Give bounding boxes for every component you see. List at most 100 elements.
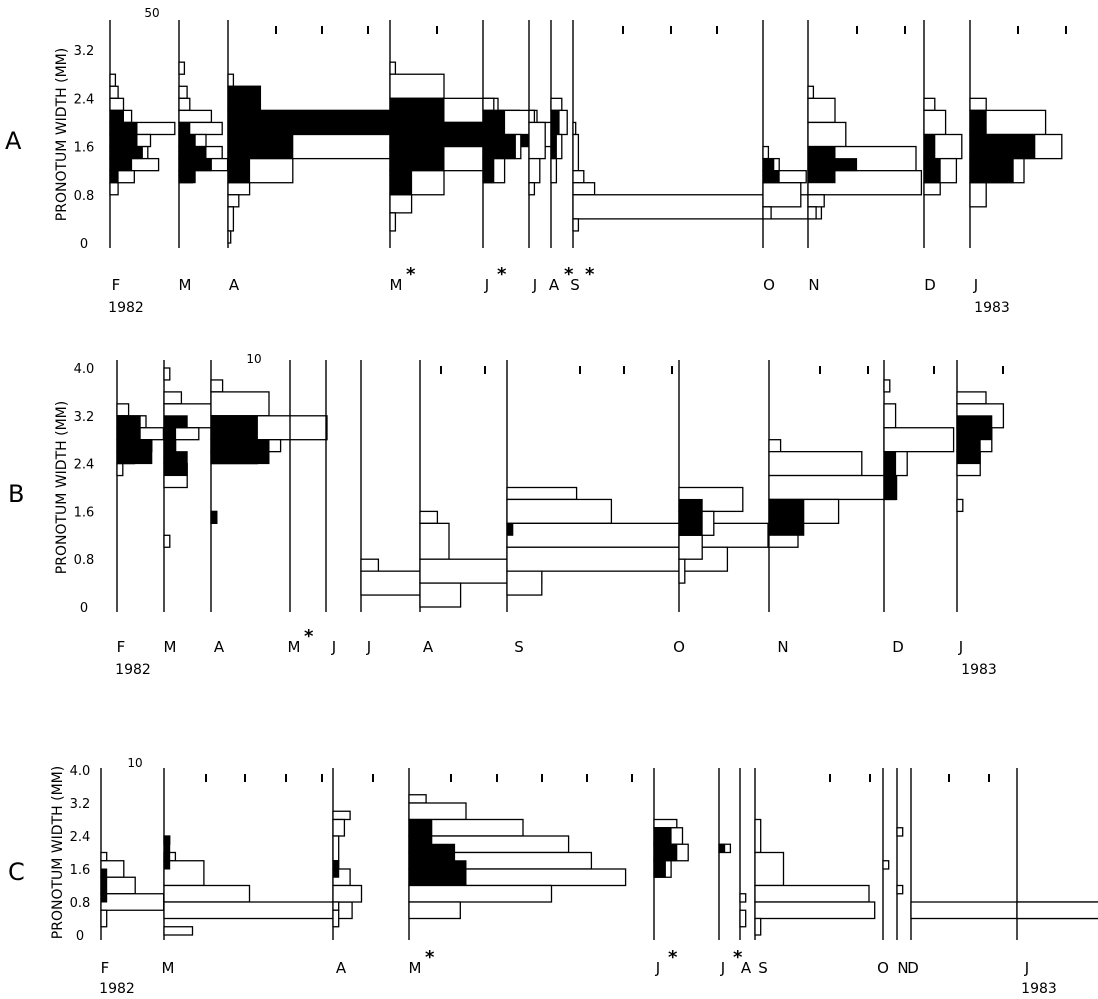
y-tick-label: 1.6 [74, 505, 95, 520]
bar-total [389, 61, 397, 75]
bar-subset [883, 451, 897, 477]
bar-subset [178, 170, 196, 184]
month-label: N [808, 276, 819, 294]
bar-total [227, 73, 235, 87]
bar-subset [163, 415, 188, 429]
y-tick-label: 4.0 [70, 764, 91, 779]
bar-total [482, 97, 495, 112]
y-axis-label: PRONOTUM WIDTH (MM) [54, 401, 70, 574]
month-label: F [112, 276, 121, 294]
bar-subset [210, 510, 218, 524]
bar-total [163, 367, 171, 381]
bar-total [969, 182, 987, 208]
bar-subset [109, 158, 133, 172]
bar-total [227, 194, 240, 208]
bar-total [408, 901, 461, 920]
bar-subset [389, 146, 445, 172]
bar-subset [969, 109, 987, 135]
bar-subset [482, 134, 516, 160]
y-tick-label: 2.4 [70, 830, 91, 845]
bar-total [227, 182, 251, 196]
bar-total [109, 73, 117, 87]
panel-label-b: B [8, 480, 24, 508]
bar-subset [408, 860, 467, 886]
bar-total [419, 510, 439, 524]
month-label: M [409, 959, 422, 977]
bar-total [506, 486, 578, 501]
month-column: F [116, 360, 165, 656]
year-end-label: 1983 [974, 300, 1010, 316]
month-asterisk: * [406, 264, 416, 285]
month-label: J [366, 638, 371, 656]
bar-total [923, 182, 941, 196]
bar-subset [762, 158, 775, 172]
panel-c: PRONOTUM WIDTH (MM) 0 0.8 1.6 2.4 3.2 4.0 10 F M A… [50, 756, 1098, 997]
y-tick-label: 2.4 [74, 92, 95, 107]
month-column: J [969, 20, 1063, 294]
month-column: F [100, 768, 165, 977]
bar-subset [653, 860, 666, 878]
month-asterisk: * [304, 626, 314, 647]
bar-subset [883, 475, 897, 500]
bar-total [227, 230, 232, 244]
bar-subset [163, 852, 171, 870]
year-end-label: 1983 [1021, 981, 1057, 997]
bar-total [572, 218, 580, 232]
bar-subset [550, 109, 560, 135]
bar-subset [653, 827, 672, 845]
bar-total [506, 546, 729, 572]
month-label: M [162, 959, 175, 977]
bar-total [100, 851, 108, 862]
bar-total [883, 403, 897, 429]
bar-total [762, 182, 802, 208]
bar-total [332, 901, 340, 911]
bar-total [506, 498, 613, 525]
bar-total [754, 884, 870, 903]
month-column: J * [653, 768, 689, 977]
bar-total [389, 212, 397, 232]
bar-total [762, 145, 770, 160]
bar-total [419, 582, 462, 608]
panel-label-a: A [5, 127, 22, 155]
month-column: M * [288, 360, 314, 656]
bar-total [178, 61, 186, 75]
bar-total [528, 182, 536, 196]
month-label: J [532, 276, 537, 294]
month-label: A [336, 959, 347, 977]
bar-total [956, 498, 964, 513]
month-column: N [807, 20, 923, 294]
month-label: D [924, 276, 936, 294]
bar-total [572, 170, 585, 184]
bar-total [116, 462, 124, 477]
bar-total [807, 194, 825, 208]
month-column: M [178, 20, 229, 294]
bar-total [923, 97, 936, 112]
month-label: M [390, 276, 403, 294]
scale-label: 50 [144, 6, 159, 20]
bar-total [762, 206, 772, 220]
bar-total [210, 391, 270, 417]
bar-subset [807, 170, 836, 184]
bar-total [572, 182, 596, 196]
bar-subset [408, 819, 433, 845]
bar-total [923, 109, 947, 136]
bar-total [109, 182, 119, 196]
bar-total [528, 121, 546, 160]
bar-subset [109, 134, 138, 148]
bar-subset [389, 97, 445, 123]
bar-total [969, 97, 987, 112]
month-label: J [720, 959, 725, 977]
month-column: N [896, 768, 909, 977]
bar-total [754, 851, 785, 887]
month-column: D [883, 360, 955, 656]
scale-label: 10 [246, 352, 261, 366]
bar-total [210, 379, 224, 393]
month-label: M [164, 638, 177, 656]
month-label: M [179, 276, 192, 294]
bar-subset [332, 860, 340, 878]
month-label: M [288, 638, 301, 656]
month-column: J [956, 360, 1005, 656]
month-column: S [754, 768, 876, 977]
month-asterisk: * [497, 264, 507, 285]
